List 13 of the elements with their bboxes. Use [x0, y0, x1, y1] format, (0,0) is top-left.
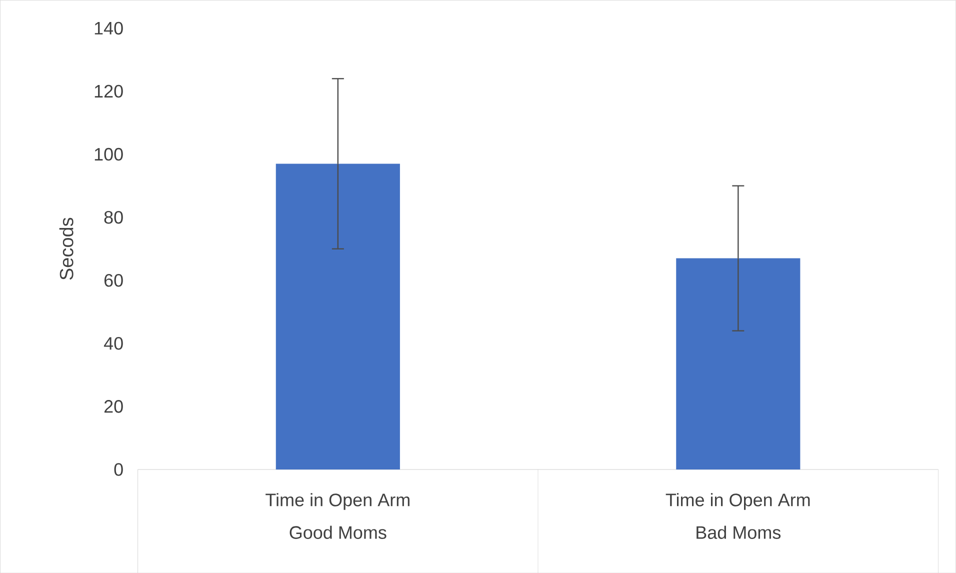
text: Time in Open Arm: [666, 492, 810, 510]
y-tick-label: 20: [104, 400, 123, 413]
x-tick-label: Bad Moms: [696, 526, 781, 539]
y-tick-label: 140: [94, 22, 123, 34]
text: Time in Open Arm: [266, 492, 410, 510]
y-tick-label: 60: [104, 274, 123, 287]
y-tick-label: 40: [104, 336, 123, 350]
y-axis-title: Secods: [59, 218, 74, 280]
y-tick-label: 100: [94, 148, 123, 161]
y-tick-label: 0: [114, 462, 123, 476]
y-tick-label: 80: [104, 210, 123, 224]
x-tick-label: Good Moms: [290, 526, 386, 539]
y-tick-label: 120: [94, 84, 123, 98]
